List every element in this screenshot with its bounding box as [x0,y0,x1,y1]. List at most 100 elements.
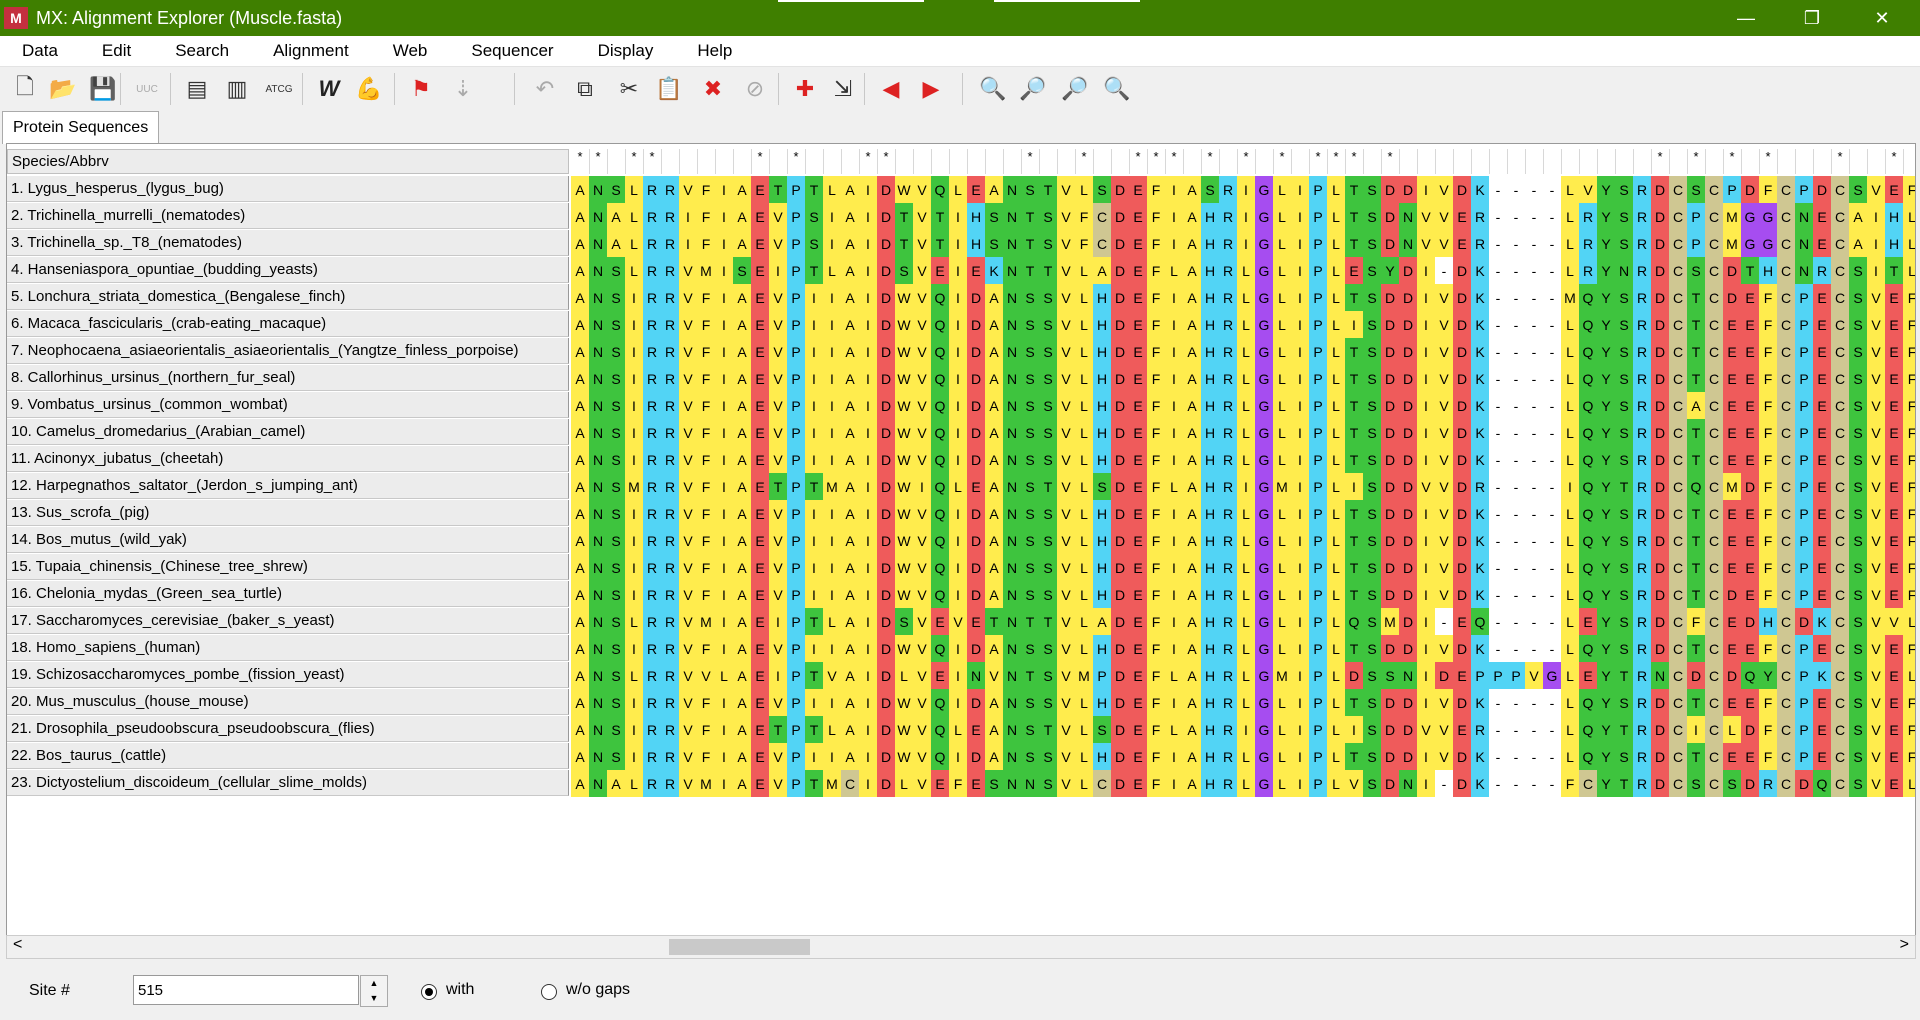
menu-web[interactable]: Web [392,41,428,60]
residue-cell[interactable]: E [1723,608,1741,635]
menu-data[interactable]: Data [22,41,58,60]
residue-cell[interactable]: L [1075,257,1093,284]
residue-cell[interactable]: F [1903,689,1915,716]
residue-cell[interactable]: E [931,257,949,284]
residue-cell[interactable]: I [823,689,841,716]
residue-cell[interactable]: E [751,446,769,473]
residue-cell[interactable]: - [1525,338,1543,365]
residue-cell[interactable]: P [1309,500,1327,527]
residue-cell[interactable]: S [1039,500,1057,527]
residue-cell[interactable]: I [715,392,733,419]
residue-cell[interactable]: T [769,716,787,743]
residue-cell[interactable]: C [1669,527,1687,554]
residue-cell[interactable]: T [895,230,913,257]
residue-cell[interactable]: I [823,284,841,311]
residue-cell[interactable]: R [661,500,679,527]
residue-cell[interactable]: S [1363,500,1381,527]
residue-cell[interactable]: E [1813,392,1831,419]
residue-cell[interactable]: - [1543,176,1561,203]
residue-cell[interactable]: - [1543,500,1561,527]
residue-cell[interactable]: S [1849,554,1867,581]
residue-cell[interactable]: F [1903,311,1915,338]
residue-cell[interactable]: I [715,257,733,284]
residue-cell[interactable]: G [1255,419,1273,446]
residue-cell[interactable]: E [751,635,769,662]
residue-cell[interactable]: S [1363,527,1381,554]
species-name-cell[interactable]: 14. Bos_mutus_(wild_yak) [7,527,569,553]
sequence-row[interactable]: 19. Schizosaccharomyces_pombe_(fission_y… [7,662,1915,689]
residue-cell[interactable]: F [697,365,715,392]
residue-cell[interactable]: V [1057,527,1075,554]
residue-cell[interactable]: C [1777,527,1795,554]
residue-cell[interactable]: F [1759,716,1777,743]
residue-cell[interactable]: F [1759,689,1777,716]
residue-cell[interactable]: L [1327,500,1345,527]
residue-cell[interactable]: W [895,635,913,662]
residue-cell[interactable]: L [1075,527,1093,554]
residue-cell[interactable]: E [1741,446,1759,473]
residue-cell[interactable]: C [1705,419,1723,446]
residue-cell[interactable]: D [1741,473,1759,500]
residue-cell[interactable]: - [1543,608,1561,635]
residue-cell[interactable]: D [877,176,895,203]
residue-cell[interactable]: H [1201,527,1219,554]
residue-cell[interactable]: P [1795,338,1813,365]
residue-cell[interactable]: N [589,662,607,689]
residue-cell[interactable]: D [967,635,985,662]
residue-cell[interactable]: A [1093,257,1111,284]
residue-cell[interactable]: C [1705,311,1723,338]
residue-cell[interactable]: A [841,446,859,473]
residue-cell[interactable]: D [1651,473,1669,500]
residue-cell[interactable]: I [715,554,733,581]
residue-cell[interactable]: V [679,392,697,419]
residue-cell[interactable]: L [1273,770,1291,797]
residue-cell[interactable]: I [1291,338,1309,365]
residue-cell[interactable]: T [1345,230,1363,257]
residue-cell[interactable]: C [1831,311,1849,338]
residue-cell[interactable]: Q [931,284,949,311]
residue-cell[interactable]: Y [1597,419,1615,446]
residue-cell[interactable]: S [607,284,625,311]
residue-cell[interactable]: L [1327,743,1345,770]
residue-cell[interactable]: L [1561,446,1579,473]
residue-cell[interactable]: - [1543,338,1561,365]
residue-cell[interactable]: V [1057,500,1075,527]
residue-cell[interactable]: T [1345,338,1363,365]
residue-cell[interactable]: H [1201,554,1219,581]
residue-cell[interactable]: A [841,203,859,230]
residue-cell[interactable]: I [625,689,643,716]
residue-cell[interactable]: A [841,608,859,635]
sequence-row[interactable]: 10. Camelus_dromedarius_(Arabian_camel) A… [7,419,1915,446]
residue-cell[interactable]: - [1435,257,1453,284]
residue-cell[interactable]: L [1273,500,1291,527]
residue-cell[interactable]: S [1615,689,1633,716]
residue-cell[interactable]: I [859,608,877,635]
residue-cell[interactable]: S [1039,662,1057,689]
residue-cell[interactable]: C [1777,608,1795,635]
residue-cell[interactable]: C [1777,716,1795,743]
residue-cell[interactable]: - [1507,419,1525,446]
residue-cell[interactable]: I [1237,176,1255,203]
residue-cell[interactable]: D [1381,527,1399,554]
residue-cell[interactable]: I [1417,338,1435,365]
residue-cell[interactable]: V [1867,554,1885,581]
residue-cell[interactable]: S [1615,635,1633,662]
residue-cell[interactable]: S [1039,635,1057,662]
residue-cell[interactable]: S [607,419,625,446]
residue-cell[interactable]: I [1867,203,1885,230]
residue-cell[interactable]: Q [931,554,949,581]
residue-cell[interactable]: I [1291,581,1309,608]
residue-cell[interactable]: K [1471,635,1489,662]
residue-cell[interactable]: T [1345,392,1363,419]
open-folder-icon[interactable]: 📂 [49,76,77,101]
residue-cell[interactable]: N [1399,770,1417,797]
species-name-cell[interactable]: 19. Schizosaccharomyces_pombe_(fission_y… [7,662,569,688]
residue-cell[interactable]: V [1057,635,1075,662]
residue-cell[interactable]: Q [931,527,949,554]
residue-cell[interactable]: T [1021,662,1039,689]
residue-cell[interactable]: N [589,311,607,338]
residue-cell[interactable]: L [1561,635,1579,662]
residue-cell[interactable]: L [1237,662,1255,689]
residue-cell[interactable]: F [1759,365,1777,392]
residue-cell[interactable]: S [1615,500,1633,527]
